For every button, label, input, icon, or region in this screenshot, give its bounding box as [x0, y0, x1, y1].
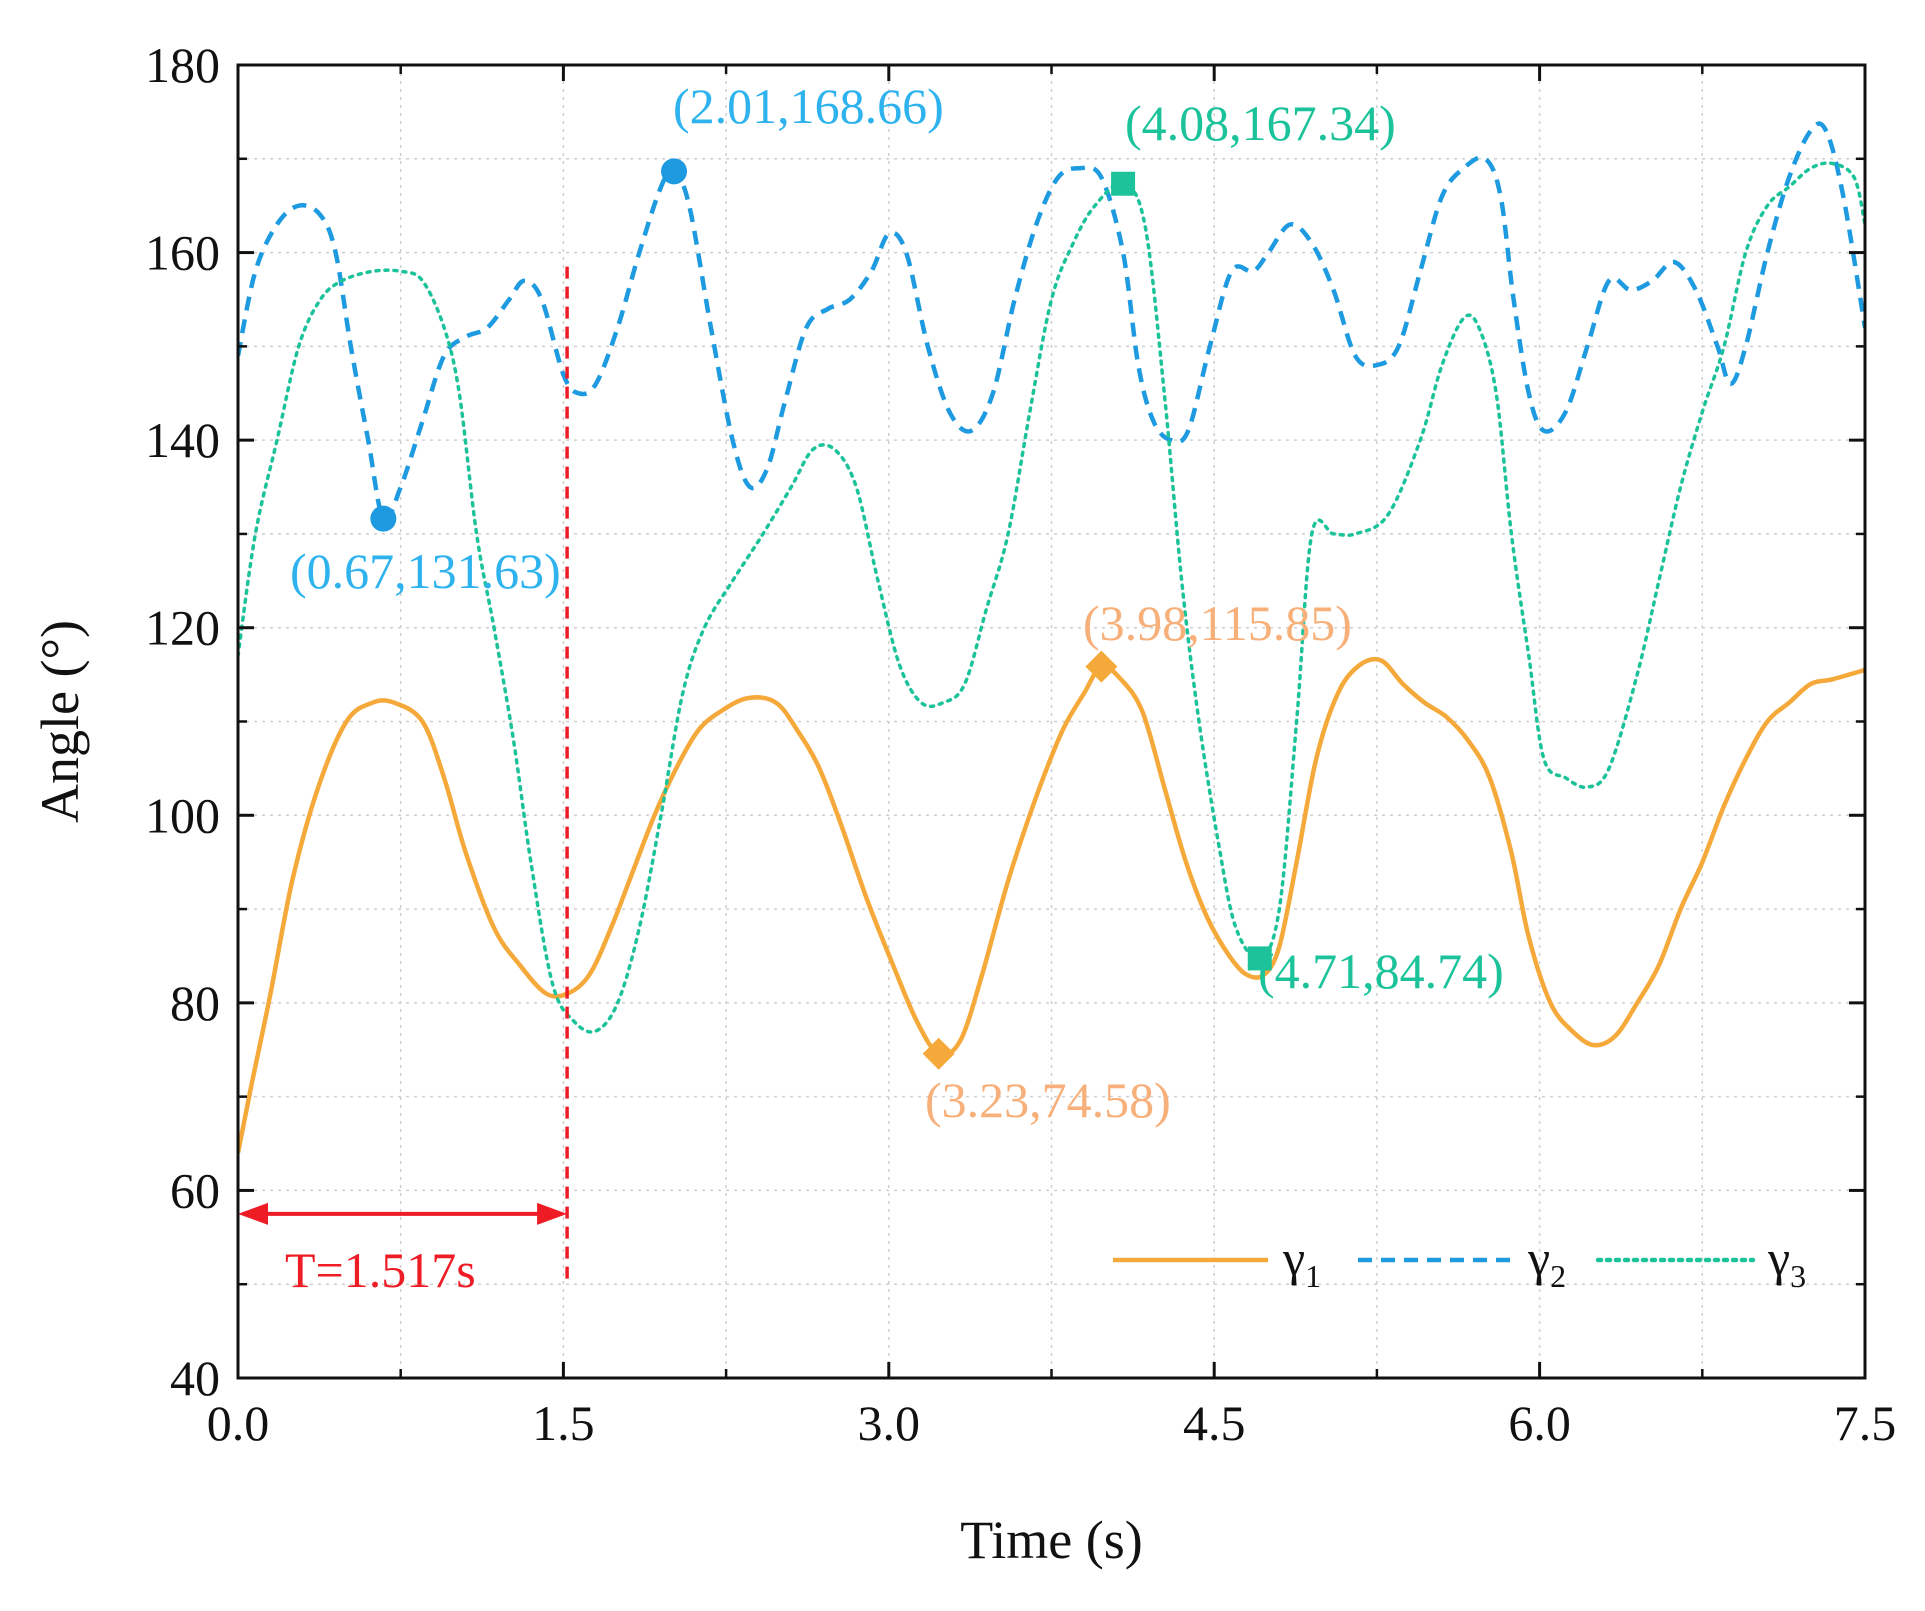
y-tick-label: 160: [145, 225, 220, 281]
legend-label-subscript: 2: [1550, 1258, 1566, 1294]
marker-point-circle: [370, 505, 397, 532]
series-line-gamma-1: [238, 656, 1865, 1154]
marker-point-diamond: [922, 1037, 955, 1070]
y-tick-label: 60: [170, 1162, 220, 1218]
y-axis-title: Angle (°): [30, 620, 90, 823]
marker-point-square: [1111, 171, 1136, 196]
axis-ticks: 0.0 1.5 3.0 4.5 6.0 7.5 40 60 80 100 120 140 160 180: [145, 37, 1896, 1451]
period-label: T=1.517s: [285, 1242, 476, 1298]
legend-label-gamma-3: γ3: [1767, 1230, 1806, 1294]
y-tick-label: 180: [145, 37, 220, 93]
marker-label: (2.01,168.66): [673, 78, 944, 134]
marker-layer: (3.23,74.58) (3.98,115.85) (0.67,131.63) (2…: [290, 78, 1504, 1128]
series-line-gamma-3: [238, 161, 1865, 1034]
period-arrow-head-left: [238, 1202, 268, 1225]
marker-point-square: [1247, 946, 1272, 971]
series-layer: [238, 121, 1865, 1154]
legend-label-subscript: 1: [1305, 1258, 1321, 1294]
marker-label: (3.23,74.58): [925, 1072, 1171, 1128]
x-tick-label: 1.5: [532, 1395, 595, 1451]
y-tick-label: 140: [145, 412, 220, 468]
x-axis-title: Time (s): [960, 1510, 1143, 1570]
marker-point-diamond: [1085, 650, 1118, 683]
legend-label-gamma-1: γ1: [1282, 1230, 1321, 1294]
x-tick-label: 0.0: [207, 1395, 270, 1451]
period-annotation: T=1.517s: [238, 266, 569, 1298]
grid: [238, 65, 1865, 1378]
y-tick-label: 80: [170, 975, 220, 1031]
marker-label: (3.98,115.85): [1083, 595, 1352, 651]
x-tick-label: 6.0: [1508, 1395, 1571, 1451]
marker-label: (4.08,167.34): [1125, 95, 1396, 151]
period-arrow-head-right: [537, 1202, 568, 1225]
marker-label: (4.71,84.74): [1258, 943, 1504, 999]
y-tick-label: 100: [145, 787, 220, 843]
x-tick-label: 7.5: [1834, 1395, 1897, 1451]
legend-label-subscript: 3: [1790, 1258, 1806, 1294]
marker-label: (0.67,131.63): [290, 543, 561, 599]
legend-label-gamma-2: γ2: [1527, 1230, 1566, 1294]
x-tick-label: 4.5: [1183, 1395, 1246, 1451]
y-tick-label: 40: [170, 1350, 220, 1406]
y-tick-label: 120: [145, 600, 220, 656]
marker-point-circle: [661, 158, 688, 185]
x-tick-label: 3.0: [858, 1395, 921, 1451]
series-line-gamma-2: [238, 121, 1865, 523]
